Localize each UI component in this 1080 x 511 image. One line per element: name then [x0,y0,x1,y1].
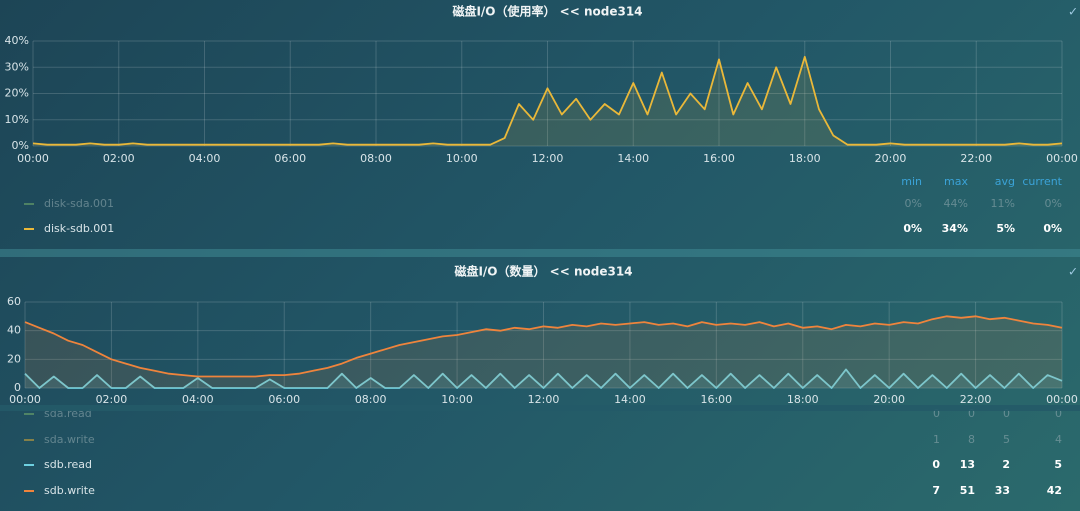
x-tick-label: 04:00 [182,393,214,406]
x-tick-label: 00:00 [9,393,41,406]
legend-stat: 0% [903,222,922,235]
legend-item[interactable]: sdb.write 7 51 33 42 [24,484,1062,497]
x-tick-label: 10:00 [446,152,478,165]
legend-stat: 0 [1055,407,1062,420]
legend-stat: 51 [960,484,975,497]
x-tick-label: 16:00 [703,152,735,165]
legend-item[interactable]: disk-sda.001 0% 44% 11% 0% [24,197,1062,210]
legend-column-header: avg [995,175,1015,188]
legend-stat: 0% [1045,197,1062,210]
x-tick-label: 04:00 [189,152,221,165]
x-tick-label: 22:00 [960,393,992,406]
legend-stat: 7 [932,484,940,497]
legend-stat: 0% [1043,222,1062,235]
x-tick-label: 08:00 [360,152,392,165]
x-tick-label: 22:00 [960,152,992,165]
x-tick-label: 18:00 [787,393,819,406]
legend-stat: 11% [991,197,1015,210]
y-tick-label: 60 [7,295,21,308]
legend-label: sda.write [44,433,95,446]
legend-column-header: min [901,175,922,188]
y-tick-label: 30% [5,60,29,73]
legend-label: sdb.write [44,484,95,497]
chart-title: 磁盘I/O（使用率） << node314 [451,4,642,19]
x-tick-label: 00:00 [17,152,49,165]
legend-column-header: max [944,175,968,188]
panel-icon[interactable]: ✓ [1068,265,1078,279]
series-line [32,55,1063,146]
legend-stat: 0 [968,407,975,420]
x-tick-label: 02:00 [96,393,128,406]
legend-stat: 0% [905,197,922,210]
legend-stat: 13 [960,458,975,471]
y-tick-label: 40 [7,324,21,337]
legend-column-header: current [1022,175,1062,188]
x-tick-label: 14:00 [614,393,646,406]
series-area [33,56,1062,146]
x-tick-label: 14:00 [617,152,649,165]
x-tick-label: 06:00 [268,393,300,406]
y-tick-label: 20 [7,352,21,365]
y-tick-label: 0% [12,139,29,152]
legend-stat: 8 [968,433,975,446]
legend-stat: 5 [1003,433,1010,446]
series-line [24,315,1063,378]
legend-label: disk-sda.001 [44,197,114,210]
legend-item[interactable]: sda.write 1 8 5 4 [24,433,1062,446]
y-tick-label: 10% [5,113,29,126]
chart-title: 磁盘I/O（数量） << node314 [453,264,632,279]
series-line [24,368,1063,389]
series-area [25,316,1062,388]
panel-menu-icon[interactable]: ✓ [1068,5,1078,19]
legend-item[interactable]: disk-sdb.001 0% 34% 5% 0% [24,222,1062,235]
x-tick-label: 20:00 [875,152,907,165]
legend-label: disk-sdb.001 [44,222,114,235]
x-tick-label: 02:00 [103,152,135,165]
x-tick-label: 06:00 [274,152,306,165]
x-tick-label: 08:00 [355,393,387,406]
legend-stat: 42 [1047,484,1062,497]
x-tick-label: 18:00 [789,152,821,165]
panel-icon[interactable]: ✓ [1068,5,1078,19]
legend-stat: 34% [942,222,968,235]
x-tick-label: 10:00 [441,393,473,406]
y-tick-label: 40% [5,34,29,47]
legend-stat: 5% [996,222,1015,235]
x-tick-label: 12:00 [532,152,564,165]
x-tick-label: 12:00 [528,393,560,406]
legend-stat: 0 [933,407,940,420]
x-tick-label: 20:00 [873,393,905,406]
panel-menu-icon[interactable]: ✓ [1068,265,1078,279]
x-tick-label: 16:00 [700,393,732,406]
legend-stat: 0 [932,458,940,471]
x-tick-label: 00:00 [1046,393,1078,406]
legend-stat: 0 [1003,407,1010,420]
legend-stat: 33 [995,484,1010,497]
legend-stat: 1 [933,433,940,446]
legend-stat: 4 [1055,433,1062,446]
panel-separator [0,249,1080,257]
legend-stat: 44% [944,197,968,210]
legend-label: sdb.read [44,458,92,471]
legend-stat: 2 [1002,458,1010,471]
legend-item[interactable]: sdb.read 0 13 2 5 [24,458,1062,471]
y-tick-label: 20% [5,87,29,100]
y-tick-label: 0 [14,381,21,394]
legend-stat: 5 [1054,458,1062,471]
x-tick-label: 00:00 [1046,152,1078,165]
legend-overlap [0,405,1080,411]
